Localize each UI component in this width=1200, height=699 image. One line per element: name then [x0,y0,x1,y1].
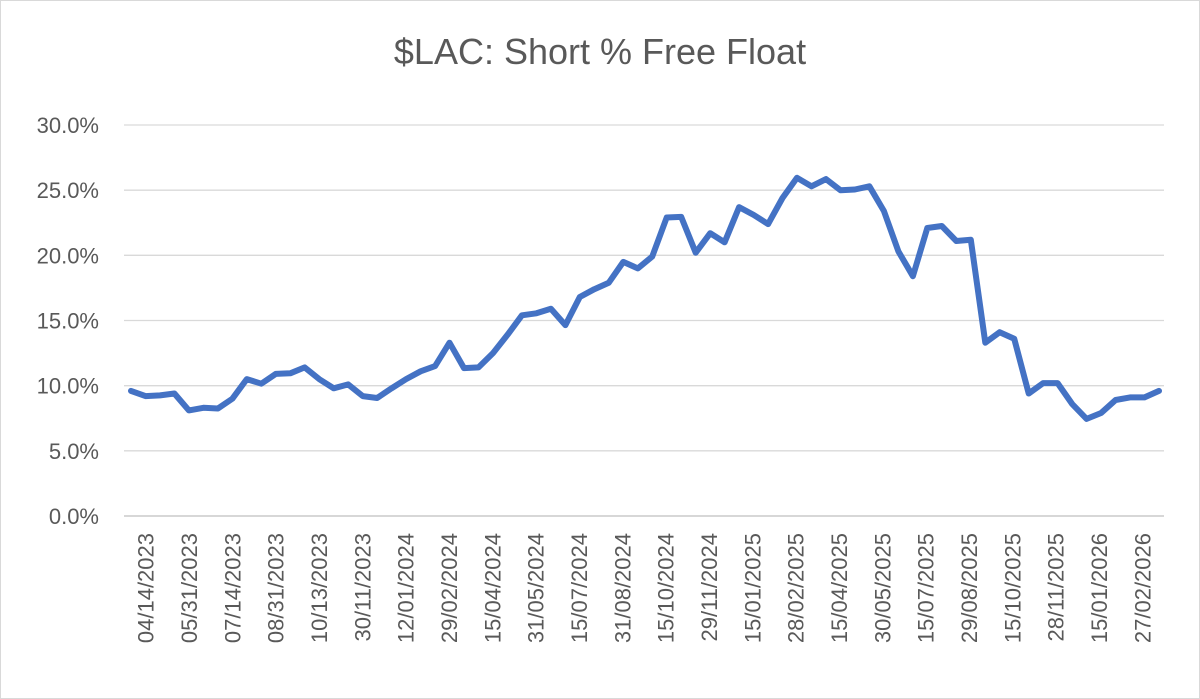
y-tick-label: 30.0% [37,113,99,138]
x-tick-label: 04/14/2023 [134,533,159,643]
x-tick-label: 30/11/2023 [350,533,375,641]
x-tick-label: 29/11/2024 [697,533,722,641]
x-tick-label: 27/02/2026 [1130,533,1155,643]
x-tick-label: 07/14/2023 [220,533,245,643]
y-tick-label: 25.0% [37,178,99,203]
x-tick-label: 31/08/2024 [610,533,635,643]
x-tick-label: 15/04/2025 [827,533,852,643]
x-tick-label: 15/07/2024 [567,533,592,643]
y-tick-label: 15.0% [37,309,99,334]
y-tick-label: 5.0% [49,439,99,464]
x-tick-label: 12/01/2024 [394,533,419,643]
x-tick-label: 15/04/2024 [480,533,505,643]
x-tick-label: 15/01/2026 [1087,533,1112,643]
x-tick-label: 29/08/2025 [957,533,982,643]
x-tick-label: 28/02/2025 [784,533,809,643]
y-tick-label: 10.0% [37,374,99,399]
chart-title: $LAC: Short % Free Float [393,31,807,72]
x-tick-label: 08/31/2023 [264,533,289,643]
x-tick-label: 30/05/2025 [870,533,895,643]
x-tick-label: 05/31/2023 [177,533,202,643]
x-tick-label: 15/10/2024 [654,533,679,643]
x-tick-label: 31/05/2024 [524,533,549,643]
y-tick-label: 20.0% [37,243,99,268]
y-tick-label: 0.0% [49,504,99,529]
x-tick-label: 15/01/2025 [740,533,765,643]
x-tick-label: 28/11/2025 [1044,533,1069,641]
x-tick-label: 29/02/2024 [437,533,462,643]
x-tick-label: 15/07/2025 [914,533,939,643]
x-tick-label: 10/13/2023 [307,533,332,643]
series-line [128,174,1162,422]
x-tick-label: 15/10/2025 [1000,533,1025,643]
